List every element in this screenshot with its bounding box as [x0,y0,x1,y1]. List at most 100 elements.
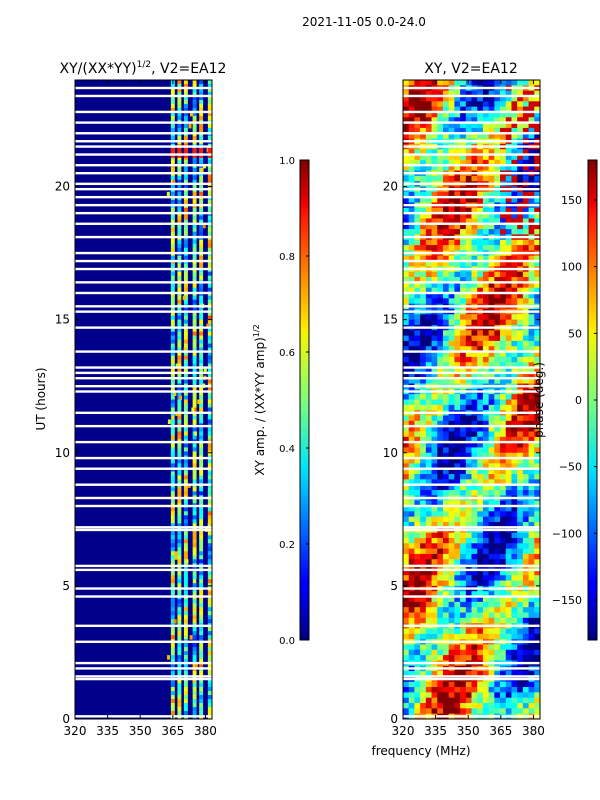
phase-cell [425,165,432,171]
amplitude-cell [199,555,204,560]
phase-cell [403,298,410,305]
phase-cell [494,436,501,443]
phase-cell [534,133,540,139]
phase-cell [448,335,455,342]
phase-cell [448,101,455,108]
phase-cell [425,330,432,336]
phase-cell [448,106,455,113]
phase-cell [425,80,432,86]
amplitude-cell [183,551,188,556]
phase-cell [403,207,410,214]
flagged-row [75,121,212,124]
amplitude-cell [207,579,212,584]
phase-cell [403,319,410,326]
phase-cell [477,378,484,384]
amplitude-cell [199,99,204,105]
phase-cell [500,649,507,656]
phase-cell [471,149,478,155]
phase-cell [454,569,461,576]
phase-cell [403,601,410,608]
phase-cell [403,596,410,603]
phase-cell [488,346,495,352]
amplitude-cell [183,231,188,237]
phase-cell [460,95,467,102]
phase-cell [425,596,432,603]
phase-cell [442,362,450,368]
phase-cell [482,484,490,491]
phase-cell [488,245,495,251]
phase-cell [471,580,478,587]
amplitude-cell [177,311,182,317]
phase-cell [534,282,540,289]
phase-cell [505,277,512,283]
amplitude-cell [183,80,188,85]
phase-cell [517,474,524,480]
phase-cell [488,106,495,113]
amplitude-cell [185,559,189,564]
phase-cell [408,229,415,235]
amplitude-cell [199,243,204,249]
phase-cell [403,628,410,635]
phase-cell [494,596,501,603]
amplitude-cell [207,619,212,624]
phase-cell [522,649,529,656]
phase-cell [448,95,455,102]
amplitude-cell [170,271,175,277]
phase-cell [420,314,427,321]
amplitude-cell [192,391,197,397]
phase-cell [431,575,438,581]
phase-cell [448,617,455,624]
phase-cell [420,191,427,198]
phase-cell [437,607,444,613]
phase-cell [528,447,535,454]
phase-cell [488,655,495,661]
phase-cell [522,314,529,321]
amplitude-cell [183,343,188,349]
amplitude-cell [192,115,197,121]
phase-cell [500,575,507,581]
phase-cell [460,90,467,97]
phase-cell [403,111,410,118]
amplitude-cell [199,307,204,313]
phase-cell [517,330,524,336]
phase-cell [465,95,472,102]
phase-cell [517,580,524,587]
phase-cell [420,207,427,214]
amplitude-cell [170,347,175,353]
phase-cell [505,319,512,326]
phase-cell [414,95,421,102]
amplitude-cell [170,87,175,93]
phase-cell [511,644,518,651]
phase-cell [511,681,518,688]
phase-cell [465,175,472,182]
amplitude-cell [207,615,212,620]
phase-cell [505,293,512,299]
amplitude-cell [177,703,182,708]
phase-cell [500,154,507,161]
phase-cell [505,452,512,459]
phase-cell [482,314,490,321]
phase-cell [425,314,432,321]
phase-cell [420,580,427,587]
amplitude-cell [207,227,212,233]
amplitude-cell [199,695,204,700]
phase-cell [460,703,467,709]
amplitude-cell [192,447,197,452]
amplitude-cell [183,419,188,424]
phase-cell [471,617,478,624]
phase-cell [448,474,455,480]
phase-cell [500,127,507,134]
phase-cell [448,537,455,544]
amplitude-cell [192,475,197,480]
amplitude-cell [183,243,188,249]
phase-cell [437,372,444,379]
phase-cell [500,213,507,219]
phase-cell [420,404,427,411]
amplitude-cell [209,575,212,580]
phase-cell [522,559,529,565]
phase-cell [437,165,444,171]
amplitude-cell [183,115,188,121]
amplitude-cell [206,323,210,329]
amplitude-cell [177,323,182,329]
